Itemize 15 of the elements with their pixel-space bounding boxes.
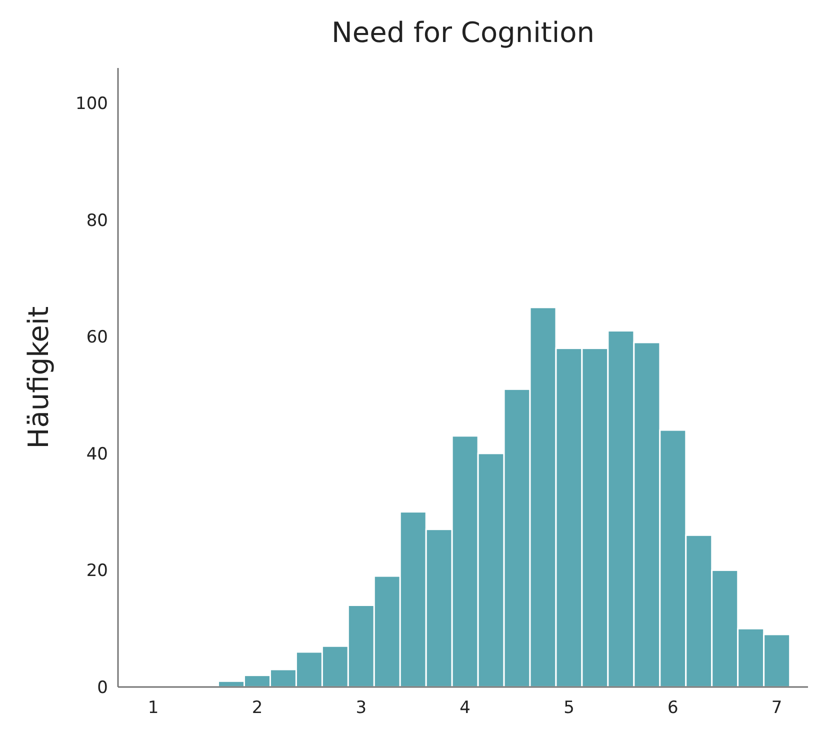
x-tick-label: 3	[356, 698, 367, 718]
x-tick-label: 1	[148, 698, 159, 718]
y-axis-title: Häufigkeit	[22, 306, 55, 449]
x-tick-label: 5	[564, 698, 574, 718]
y-tick-label: 100	[76, 94, 108, 114]
y-tick-label: 20	[86, 561, 108, 582]
x-tick-label: 6	[667, 698, 678, 718]
y-tick-label: 60	[86, 328, 108, 348]
x-tick-label: 4	[460, 698, 470, 718]
y-tick-label: 0	[97, 678, 108, 698]
y-tick-label: 80	[86, 210, 108, 231]
chart-title: Need for Cognition	[331, 16, 595, 49]
x-tick-label: 2	[252, 698, 263, 718]
y-tick-label: 40	[86, 444, 108, 464]
x-tick-label: 7	[771, 698, 782, 718]
